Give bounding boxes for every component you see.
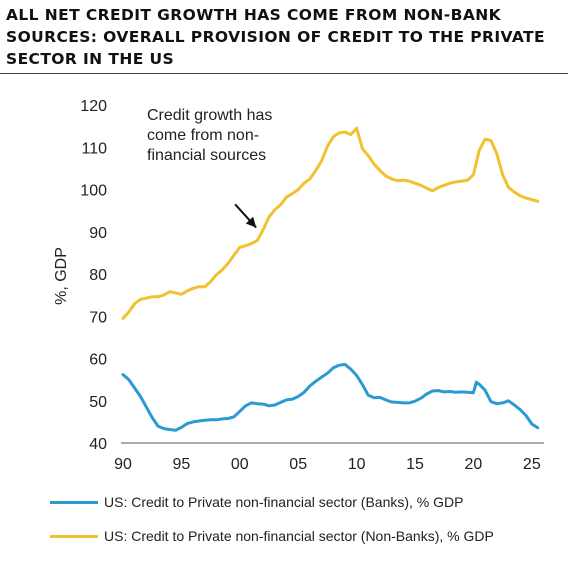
y-tick-label-70: 70	[89, 309, 107, 326]
legend-item-banks: US: Credit to Private non-financial sect…	[50, 494, 463, 510]
title-divider	[0, 73, 568, 74]
y-tick-label-100: 100	[80, 183, 107, 200]
annotation-arrow-head	[245, 216, 257, 228]
legend-swatch-banks	[50, 500, 98, 504]
series-line-non-banks	[121, 126, 540, 320]
x-tick-label-20: 20	[465, 456, 483, 473]
x-tick-label-15: 15	[406, 456, 424, 473]
legend-swatch-non-banks	[50, 534, 98, 538]
y-tick-label-110: 110	[81, 140, 107, 157]
annotation-line-1: Credit growth has	[147, 107, 272, 124]
series-layer	[121, 126, 540, 432]
x-tick-label-10: 10	[348, 456, 366, 473]
y-axis-label: %, GDP	[53, 247, 70, 305]
x-tick-label-05: 05	[289, 456, 307, 473]
y-tick-label-90: 90	[89, 225, 107, 242]
annotation-line-2: come from non-	[147, 127, 259, 144]
x-tick-label-95: 95	[173, 456, 191, 473]
legend-label-non-banks: US: Credit to Private non-financial sect…	[104, 528, 494, 544]
legend-item-non-banks: US: Credit to Private non-financial sect…	[50, 528, 494, 544]
y-tick-label-60: 60	[89, 352, 107, 369]
y-tick-label-80: 80	[89, 267, 107, 284]
x-tick-label-25: 25	[523, 456, 541, 473]
y-tick-label-40: 40	[89, 436, 107, 453]
annotation: Credit growth has come from non-financial…	[147, 107, 272, 229]
legend-label-banks: US: Credit to Private non-financial sect…	[104, 494, 464, 510]
x-tick-label-00: 00	[231, 456, 249, 473]
y-tick-label-120: 120	[80, 98, 107, 115]
series-line-banks	[121, 362, 540, 432]
x-tick-label-90: 90	[114, 456, 132, 473]
annotation-line-3: financial sources	[147, 147, 266, 164]
y-tick-label-50: 50	[89, 394, 107, 411]
chart-title: ALL NET CREDIT GROWTH HAS COME FROM NON-…	[6, 6, 545, 68]
chart-axes: 40 50 60 70 80 90 100 110 120 90 95 00 05 10 15 20 25 %, …	[53, 98, 544, 473]
